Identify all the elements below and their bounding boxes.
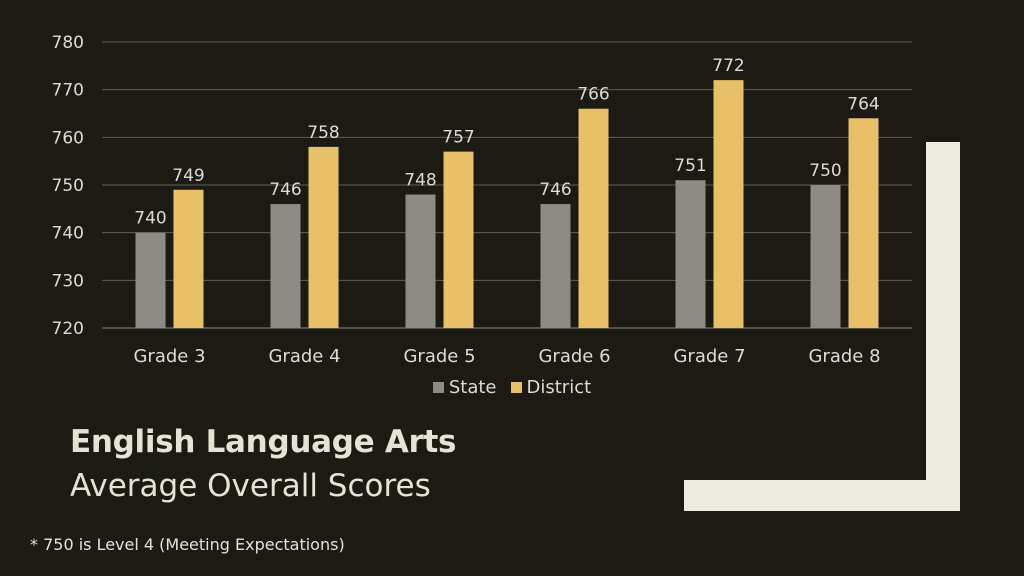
data-label: 766 bbox=[577, 85, 609, 105]
bar-district bbox=[443, 151, 474, 328]
bar-state bbox=[405, 194, 436, 328]
chart-subtitle: Average Overall Scores bbox=[70, 468, 431, 504]
x-tick-label: Grade 3 bbox=[133, 346, 205, 367]
data-label: 757 bbox=[442, 128, 474, 148]
data-label: 751 bbox=[674, 156, 706, 176]
data-label: 740 bbox=[134, 209, 166, 229]
legend-swatch-district bbox=[510, 382, 522, 393]
bar-district bbox=[848, 118, 879, 329]
bar-district bbox=[173, 189, 204, 328]
bar-state bbox=[135, 232, 166, 328]
bar-district bbox=[578, 108, 609, 328]
decorative-corner-horizontal bbox=[684, 480, 960, 511]
data-label: 746 bbox=[269, 180, 301, 200]
data-label: 758 bbox=[307, 123, 339, 143]
legend: State District bbox=[0, 377, 1024, 398]
data-label: 764 bbox=[847, 94, 879, 114]
legend-item-state: State bbox=[432, 377, 497, 398]
legend-swatch-state bbox=[432, 382, 444, 393]
bar-district bbox=[713, 80, 744, 328]
y-tick-label: 760 bbox=[52, 128, 84, 148]
bar-state bbox=[810, 185, 841, 328]
y-tick-label: 750 bbox=[52, 176, 84, 196]
x-tick-label: Grade 4 bbox=[268, 346, 340, 367]
footnote: * 750 is Level 4 (Meeting Expectations) bbox=[30, 535, 345, 554]
y-tick-label: 780 bbox=[52, 33, 84, 53]
y-tick-label: 720 bbox=[52, 319, 84, 339]
x-tick-label: Grade 7 bbox=[673, 346, 745, 367]
y-tick-label: 730 bbox=[52, 271, 84, 291]
bar-district bbox=[308, 146, 339, 328]
legend-label-state: State bbox=[448, 377, 497, 398]
legend-item-district: District bbox=[510, 377, 592, 398]
chart-title: English Language Arts bbox=[70, 424, 457, 460]
data-label: 750 bbox=[809, 161, 841, 181]
x-tick-label: Grade 6 bbox=[538, 346, 610, 367]
legend-label-district: District bbox=[526, 377, 592, 398]
x-tick-label: Grade 8 bbox=[808, 346, 880, 367]
bar-state bbox=[540, 204, 571, 328]
data-label: 746 bbox=[539, 180, 571, 200]
decorative-corner-vertical bbox=[926, 142, 960, 511]
bar-state bbox=[270, 204, 301, 328]
y-tick-label: 740 bbox=[52, 224, 84, 244]
x-tick-label: Grade 5 bbox=[403, 346, 475, 367]
y-tick-label: 770 bbox=[52, 81, 84, 101]
bar-state bbox=[675, 180, 706, 328]
data-label: 748 bbox=[404, 171, 436, 191]
data-label: 772 bbox=[712, 56, 744, 76]
data-label: 749 bbox=[172, 166, 204, 186]
